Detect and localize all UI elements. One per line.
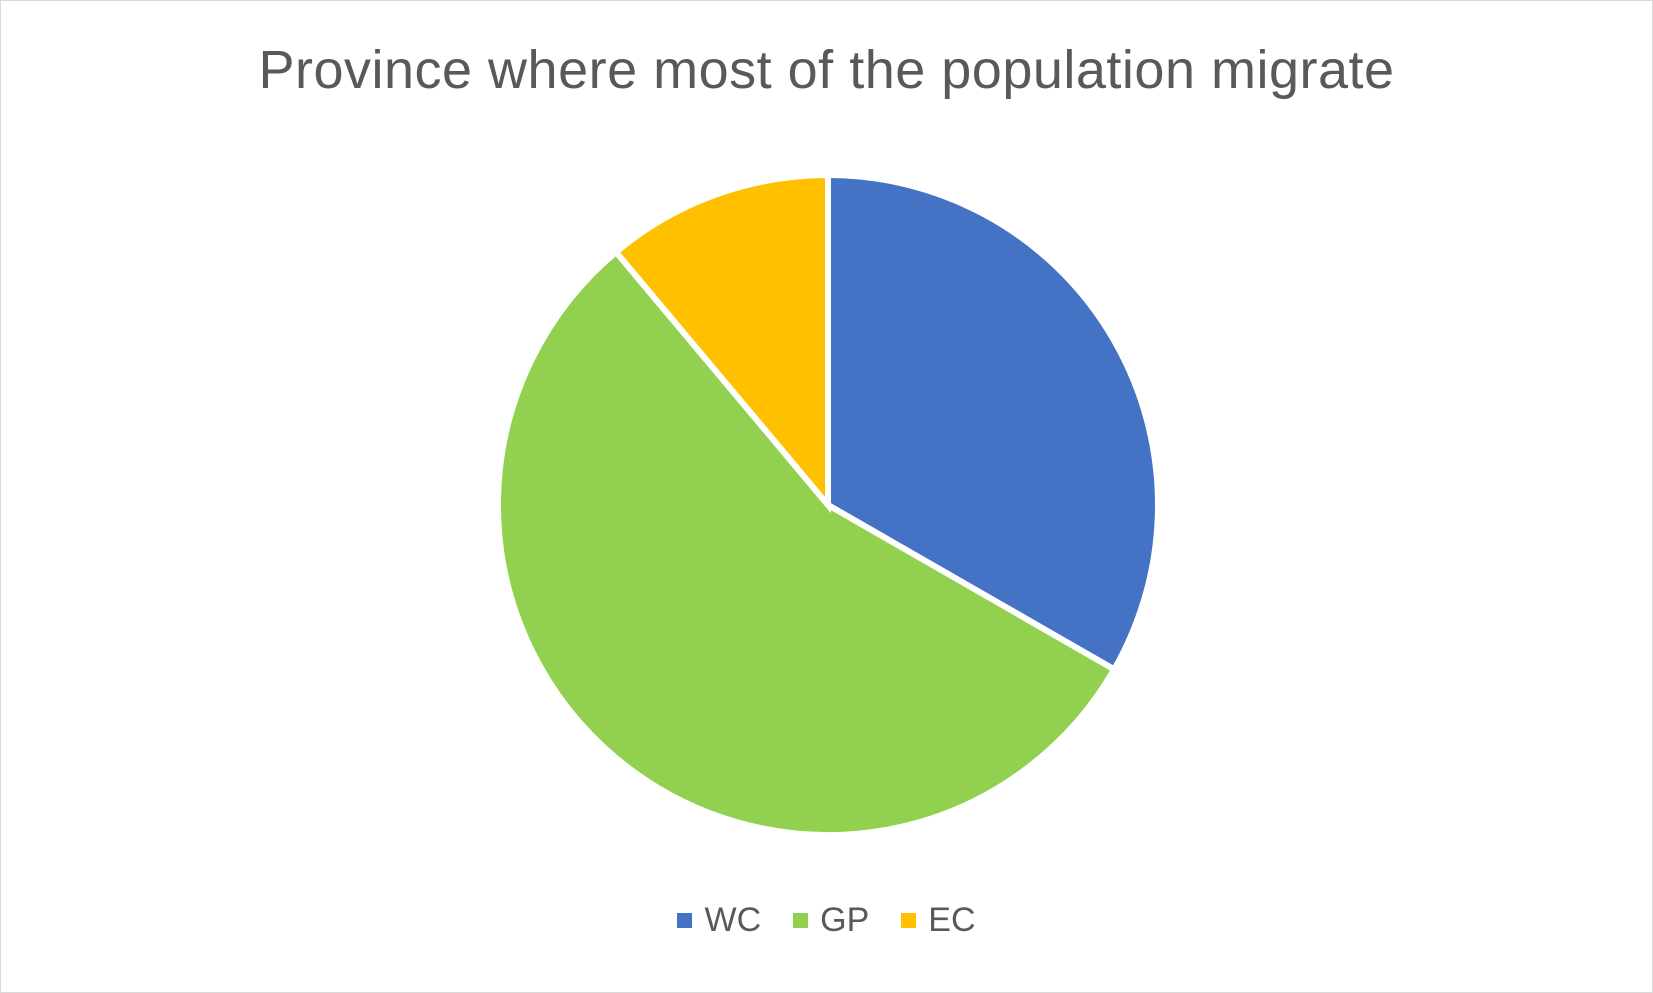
legend-label-ec: EC [928,901,976,939]
legend-swatch-ec [901,913,917,928]
legend-label-wc: WC [704,901,762,939]
legend: WC GP EC [1,901,1652,940]
legend-label-gp: GP [820,901,870,939]
pie-slice-ec [611,171,831,514]
legend-swatch-wc [677,913,693,928]
pie-slice-gp [495,247,1119,838]
chart-title: Province where most of the population mi… [258,40,1395,100]
legend-item-gp: GP [793,901,869,940]
legend-swatch-gp [793,913,809,928]
pie-slice-wc [825,171,1161,674]
legend-item-wc: WC [677,901,761,940]
legend-item-ec: EC [901,901,976,940]
